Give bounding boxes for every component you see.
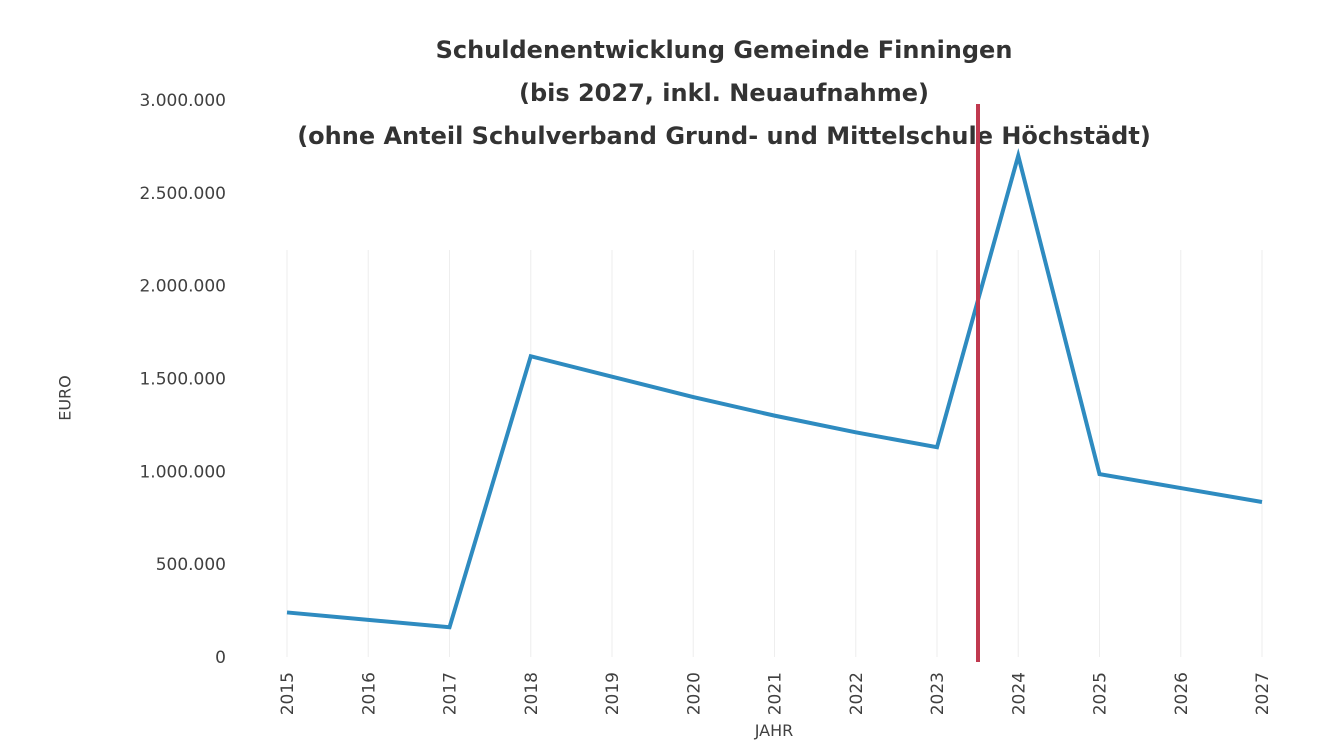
y-tick-label: 2.000.000 (139, 277, 226, 297)
x-tick-label: 2018 (522, 672, 542, 715)
chart-title: (bis 2027, inkl. Neuaufnahme) (519, 79, 929, 107)
x-tick-label: 2016 (359, 672, 379, 715)
x-tick-label: 2024 (1009, 672, 1029, 715)
x-tick-label: 2021 (766, 672, 786, 715)
x-tick-label: 2020 (684, 672, 704, 715)
x-tick-label: 2026 (1172, 672, 1192, 715)
y-axis-label: EURO (56, 375, 75, 421)
chart-title: (ohne Anteil Schulverband Grund- und Mit… (297, 122, 1151, 150)
x-tick-label: 2017 (441, 672, 461, 715)
x-tick-label: 2022 (847, 672, 867, 715)
x-tick-label: 2023 (928, 672, 948, 715)
y-tick-label: 0 (215, 648, 226, 668)
y-tick-label: 1.000.000 (139, 462, 226, 482)
y-tick-label: 2.500.000 (139, 184, 226, 204)
y-tick-label: 3.000.000 (139, 91, 226, 111)
x-axis-label: JAHR (754, 721, 794, 740)
y-tick-label: 1.500.000 (139, 370, 226, 390)
x-tick-label: 2019 (603, 672, 623, 715)
y-tick-label: 500.000 (156, 555, 226, 575)
x-tick-label: 2027 (1253, 672, 1273, 715)
x-tick-label: 2025 (1091, 672, 1111, 715)
x-tick-label: 2015 (278, 672, 298, 715)
chart-title: Schuldenentwicklung Gemeinde Finningen (436, 36, 1013, 64)
data-line (286, 147, 1263, 630)
